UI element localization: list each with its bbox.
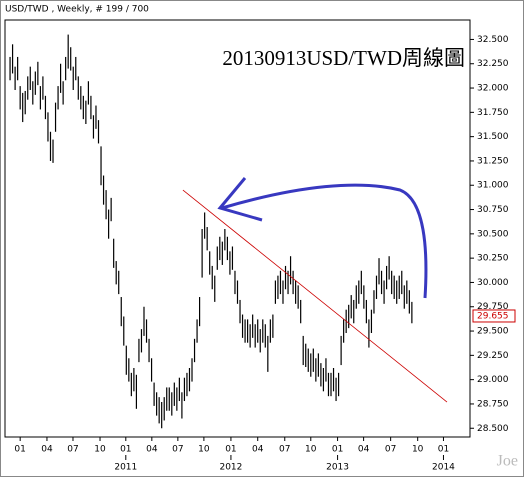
- x-tick-label: 04: [252, 445, 264, 455]
- y-tick-label: 30.000: [477, 278, 509, 288]
- y-tick-label: 30.500: [477, 229, 509, 239]
- y-tick-label: 32.250: [477, 59, 509, 69]
- y-tick-label: 28.750: [477, 399, 509, 409]
- x-tick-label: 07: [172, 445, 183, 455]
- last-price-box: [472, 309, 516, 323]
- x-tick-label: 01: [225, 445, 236, 455]
- year-label: 2011: [114, 463, 137, 473]
- x-tick-label: 01: [120, 445, 131, 455]
- x-tick-label: 10: [198, 445, 210, 455]
- y-tick-label: 29.500: [477, 327, 509, 337]
- x-tick-label: 01: [14, 445, 25, 455]
- year-label: 2014: [432, 463, 455, 473]
- y-tick-label: 28.500: [477, 424, 509, 434]
- x-tick-label: 01: [438, 445, 449, 455]
- x-tick-label: 04: [41, 445, 53, 455]
- x-tick-label: 04: [146, 445, 158, 455]
- x-tick-label: 10: [94, 445, 106, 455]
- header: USD/TWD , Weekly, # 199 / 700: [5, 5, 149, 15]
- watermark: Joe: [497, 453, 518, 470]
- x-tick-label: 07: [67, 445, 78, 455]
- plot-frame: [4, 19, 471, 438]
- last-price-label: 29.655: [477, 311, 509, 321]
- x-tick-label: 10: [305, 445, 317, 455]
- y-tick-label: 31.000: [477, 181, 509, 191]
- trendline: [182, 189, 448, 403]
- y-tick-label: 29.250: [477, 351, 509, 361]
- arrow: [221, 183, 428, 299]
- year-label: 2012: [219, 463, 242, 473]
- y-tick-label: 31.250: [477, 156, 509, 166]
- year-label: 2013: [326, 463, 349, 473]
- x-tick-label: 07: [279, 445, 290, 455]
- y-tick-label: 32.000: [477, 84, 509, 94]
- y-tick-label: 30.250: [477, 254, 509, 264]
- arrow-head: [217, 177, 263, 222]
- x-tick-label: 10: [412, 445, 424, 455]
- y-tick-label: 31.500: [477, 132, 509, 142]
- x-tick-label: 01: [332, 445, 343, 455]
- x-tick-label: 07: [385, 445, 396, 455]
- y-tick-label: 29.750: [477, 302, 509, 312]
- y-tick-label: 29.000: [477, 375, 509, 385]
- chart-title: 20130913USD/TWD周線圖: [222, 46, 465, 70]
- y-tick-label: 31.750: [477, 108, 509, 118]
- y-tick-label: 30.750: [477, 205, 509, 215]
- y-tick-label: 32.500: [477, 35, 509, 45]
- x-tick-label: 04: [358, 445, 370, 455]
